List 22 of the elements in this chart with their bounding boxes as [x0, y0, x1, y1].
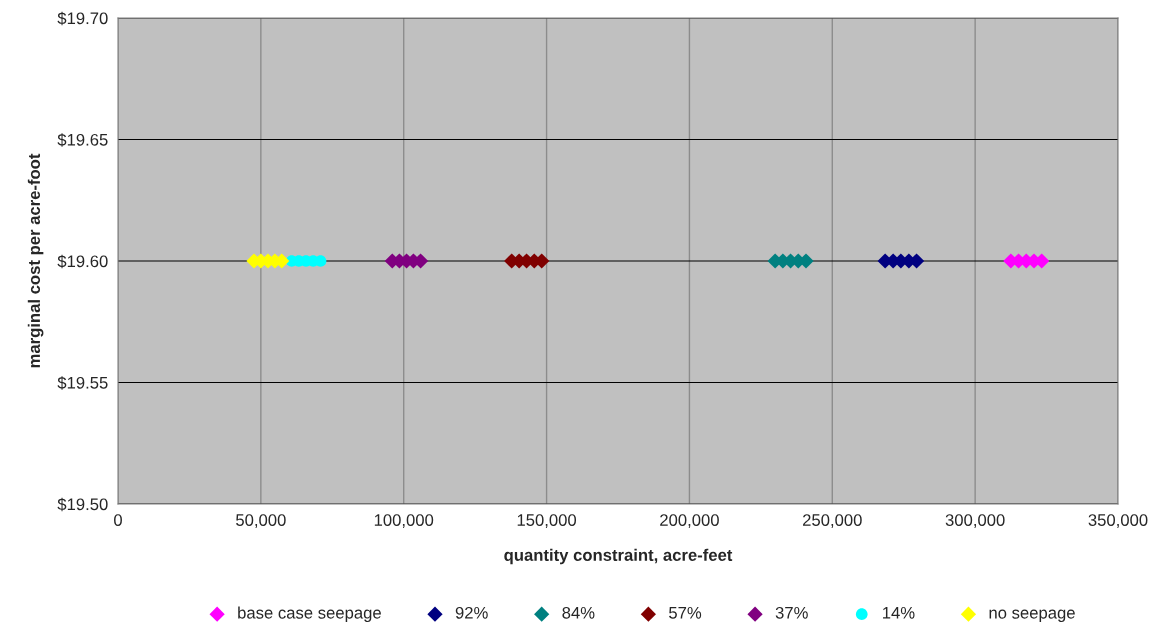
x-tick-label: 100,000: [374, 514, 434, 528]
legend-label: 37%: [775, 606, 808, 619]
x-tick-label: 0: [114, 514, 122, 526]
x-tick-label: 200,000: [660, 514, 719, 528]
y-tick-label: $19.70: [57, 11, 108, 26]
y-tick-label: $19.60: [57, 254, 108, 269]
x-tick-label: 250,000: [803, 514, 862, 528]
y-tick-label: $19.65: [57, 133, 108, 147]
legend-label: 84%: [562, 606, 595, 619]
y-tick-label: $19.50: [57, 497, 108, 512]
legend-label: no seepage: [989, 609, 1075, 622]
x-tick-label: 300,000: [945, 514, 1005, 528]
legend-label: 14%: [883, 606, 915, 619]
y-tick-label: $19.55: [57, 376, 108, 390]
legend-label: base case seepage: [238, 606, 381, 622]
y-axis-title: marginal cost per acre-foot: [27, 153, 44, 368]
x-axis-title: quantity constraint, acre-feet: [504, 548, 733, 565]
x-tick-label: 150,000: [517, 514, 577, 528]
legend-label: 57%: [669, 606, 702, 619]
x-tick-label: 350,000: [1088, 514, 1148, 528]
legend-label: 92%: [455, 606, 488, 619]
x-tick-label: 50,000: [236, 514, 286, 528]
